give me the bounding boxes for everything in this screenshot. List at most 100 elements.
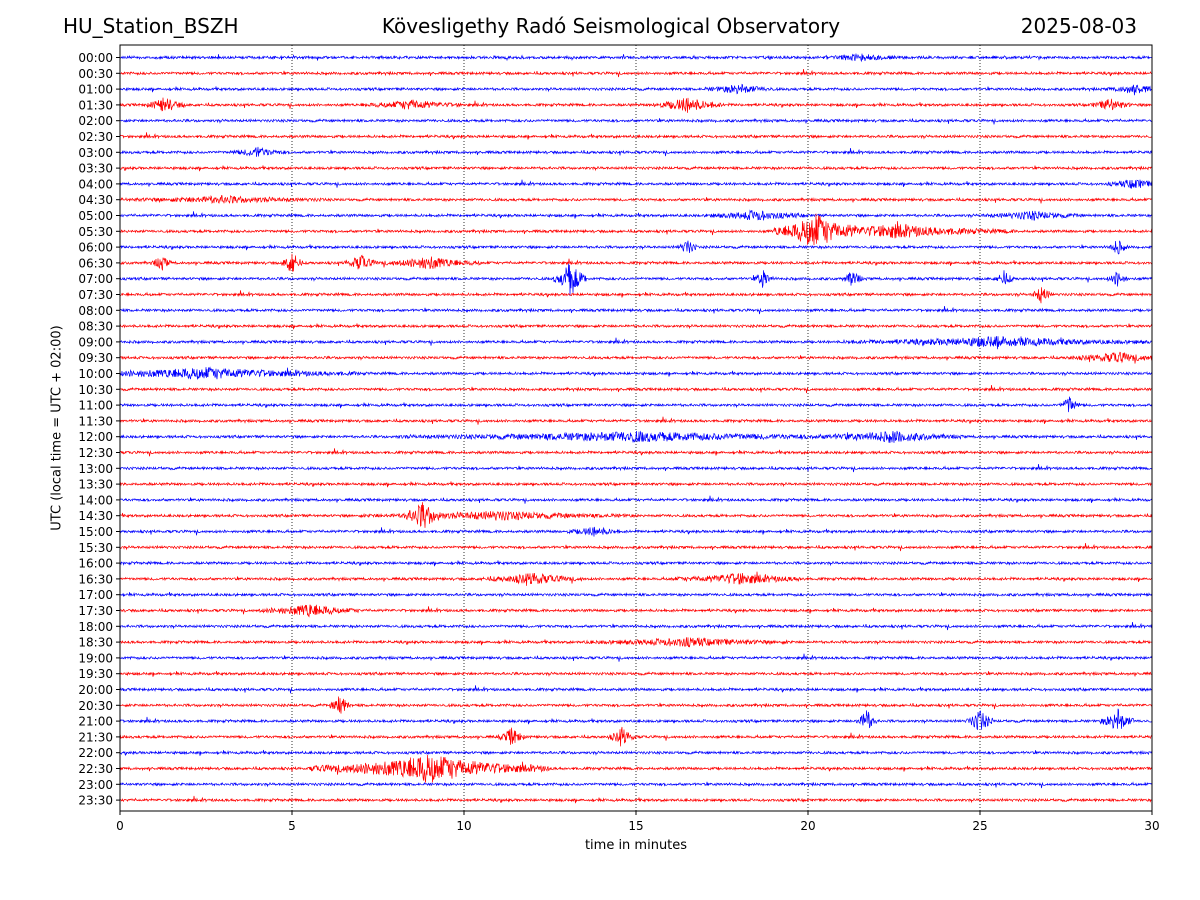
y-tick-label-16:00: 16:00 <box>78 557 113 571</box>
y-tick-label-07:30: 07:30 <box>78 288 113 302</box>
trace-10:00 <box>119 366 1153 380</box>
trace-14:30 <box>119 502 1153 528</box>
trace-16:30 <box>119 571 1153 586</box>
y-tick-label-05:00: 05:00 <box>78 209 113 223</box>
y-tick-label-00:30: 00:30 <box>78 67 113 81</box>
y-tick-label-23:30: 23:30 <box>78 794 113 808</box>
trace-00:00 <box>119 52 1153 63</box>
y-tick-label-12:00: 12:00 <box>78 430 113 444</box>
x-tick-label-0: 0 <box>116 819 124 833</box>
y-tick-label-12:30: 12:30 <box>78 446 113 460</box>
trace-02:00 <box>119 117 1153 125</box>
y-tick-label-15:00: 15:00 <box>78 525 113 539</box>
y-tick-label-15:30: 15:30 <box>78 541 113 555</box>
trace-13:30 <box>119 481 1153 488</box>
trace-17:00 <box>119 591 1153 598</box>
trace-00:30 <box>119 69 1152 78</box>
y-tick-label-08:00: 08:00 <box>78 304 113 318</box>
y-tick-label-04:30: 04:30 <box>78 193 113 207</box>
trace-23:30 <box>119 795 1153 804</box>
y-tick-label-05:30: 05:30 <box>78 225 113 239</box>
y-tick-label-17:30: 17:30 <box>78 604 113 618</box>
y-tick-label-08:30: 08:30 <box>78 320 113 334</box>
x-axis-label: time in minutes <box>584 838 688 853</box>
trace-09:00 <box>119 336 1153 350</box>
trace-09:30 <box>119 351 1153 364</box>
trace-12:00 <box>119 430 1153 444</box>
trace-06:30 <box>119 253 1153 272</box>
trace-07:00 <box>119 263 1153 296</box>
trace-15:00 <box>119 526 1153 537</box>
y-tick-label-03:00: 03:00 <box>78 146 113 160</box>
y-tick-label-09:00: 09:00 <box>78 335 113 349</box>
trace-04:30 <box>119 194 1153 204</box>
y-tick-label-10:30: 10:30 <box>78 383 113 397</box>
x-tick-label-5: 5 <box>288 819 296 833</box>
y-tick-label-11:30: 11:30 <box>78 414 113 428</box>
x-tick-label-30: 30 <box>1144 819 1159 833</box>
trace-01:00 <box>119 83 1153 96</box>
trace-08:00 <box>119 306 1153 315</box>
trace-15:30 <box>119 543 1153 552</box>
trace-04:00 <box>119 179 1153 189</box>
y-tick-label-20:00: 20:00 <box>78 683 113 697</box>
y-tick-label-22:30: 22:30 <box>78 762 113 776</box>
y-tick-label-03:30: 03:30 <box>78 162 113 176</box>
y-tick-label-21:00: 21:00 <box>78 715 113 729</box>
y-tick-label-02:30: 02:30 <box>78 130 113 144</box>
x-tick-label-10: 10 <box>456 819 471 833</box>
trace-20:00 <box>119 685 1153 694</box>
y-tick-label-22:00: 22:00 <box>78 746 113 760</box>
trace-01:30 <box>119 97 1153 113</box>
trace-21:30 <box>119 726 1153 747</box>
y-tick-label-14:30: 14:30 <box>78 509 113 523</box>
trace-11:00 <box>119 396 1153 413</box>
y-tick-label-16:30: 16:30 <box>78 572 113 586</box>
x-tick-label-25: 25 <box>972 819 987 833</box>
x-tick-label-20: 20 <box>800 819 815 833</box>
trace-21:00 <box>119 708 1153 730</box>
y-tick-label-18:00: 18:00 <box>78 620 113 634</box>
y-tick-label-19:30: 19:30 <box>78 667 113 681</box>
y-axis-label: UTC (local time = UTC + 02:00) <box>49 325 65 531</box>
trace-22:30 <box>119 754 1153 783</box>
date-label: 2025-08-03 <box>1020 14 1137 38</box>
trace-06:00 <box>119 240 1153 255</box>
trace-19:00 <box>119 653 1153 662</box>
y-tick-label-11:00: 11:00 <box>78 399 113 413</box>
trace-13:00 <box>119 464 1153 473</box>
trace-14:00 <box>119 495 1153 504</box>
trace-10:30 <box>119 385 1153 394</box>
y-tick-label-00:00: 00:00 <box>78 51 113 65</box>
y-tick-label-17:00: 17:00 <box>78 588 113 602</box>
y-tick-label-01:00: 01:00 <box>78 83 113 97</box>
trace-22:00 <box>119 749 1152 756</box>
station-name: HU_Station_BSZH <box>63 14 239 38</box>
trace-05:30 <box>119 213 1153 246</box>
y-tick-label-04:00: 04:00 <box>78 177 113 191</box>
trace-20:30 <box>119 696 1153 714</box>
trace-03:30 <box>119 165 1153 172</box>
trace-07:30 <box>119 287 1153 304</box>
trace-16:00 <box>119 560 1153 567</box>
trace-18:30 <box>119 637 1153 648</box>
y-tick-label-14:00: 14:00 <box>78 493 113 507</box>
y-tick-label-23:00: 23:00 <box>78 778 113 792</box>
y-tick-label-13:30: 13:30 <box>78 478 113 492</box>
y-tick-label-06:00: 06:00 <box>78 241 113 255</box>
y-tick-label-21:30: 21:30 <box>78 730 113 744</box>
trace-08:30 <box>119 323 1153 330</box>
trace-23:00 <box>119 781 1153 789</box>
y-tick-label-07:00: 07:00 <box>78 272 113 286</box>
y-tick-label-20:30: 20:30 <box>78 699 113 713</box>
y-tick-label-10:00: 10:00 <box>78 367 113 381</box>
trace-17:30 <box>119 604 1153 618</box>
trace-03:00 <box>119 146 1153 157</box>
x-tick-label-15: 15 <box>628 819 643 833</box>
trace-18:00 <box>119 622 1153 631</box>
y-tick-label-13:00: 13:00 <box>78 462 113 476</box>
y-tick-label-09:30: 09:30 <box>78 351 113 365</box>
y-tick-label-19:00: 19:00 <box>78 651 113 665</box>
trace-05:00 <box>119 209 1153 221</box>
